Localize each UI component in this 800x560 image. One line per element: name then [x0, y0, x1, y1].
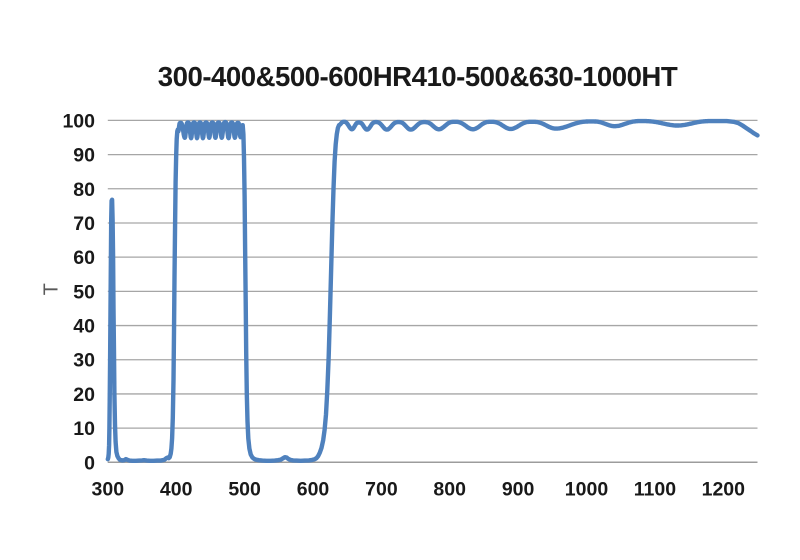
- svg-text:80: 80: [73, 179, 95, 201]
- svg-text:300: 300: [92, 479, 125, 501]
- svg-text:1000: 1000: [565, 479, 609, 501]
- svg-text:700: 700: [365, 479, 398, 501]
- svg-text:800: 800: [433, 479, 466, 501]
- svg-text:20: 20: [73, 384, 95, 406]
- svg-text:60: 60: [73, 247, 95, 269]
- svg-text:90: 90: [73, 145, 95, 167]
- svg-text:400: 400: [160, 479, 193, 501]
- svg-text:40: 40: [73, 316, 95, 338]
- svg-text:500: 500: [228, 479, 261, 501]
- svg-text:30: 30: [73, 350, 95, 372]
- svg-text:0: 0: [84, 452, 95, 474]
- svg-text:1200: 1200: [702, 479, 746, 501]
- svg-text:100: 100: [62, 110, 95, 132]
- svg-text:50: 50: [73, 281, 95, 303]
- svg-text:10: 10: [73, 418, 95, 440]
- svg-text:900: 900: [502, 479, 535, 501]
- svg-text:600: 600: [297, 479, 330, 501]
- svg-text:300-400&500-600HR410-500&630-1: 300-400&500-600HR410-500&630-1000HT: [158, 61, 678, 92]
- svg-text:T: T: [41, 283, 63, 295]
- svg-text:70: 70: [73, 213, 95, 235]
- svg-text:1100: 1100: [634, 479, 676, 501]
